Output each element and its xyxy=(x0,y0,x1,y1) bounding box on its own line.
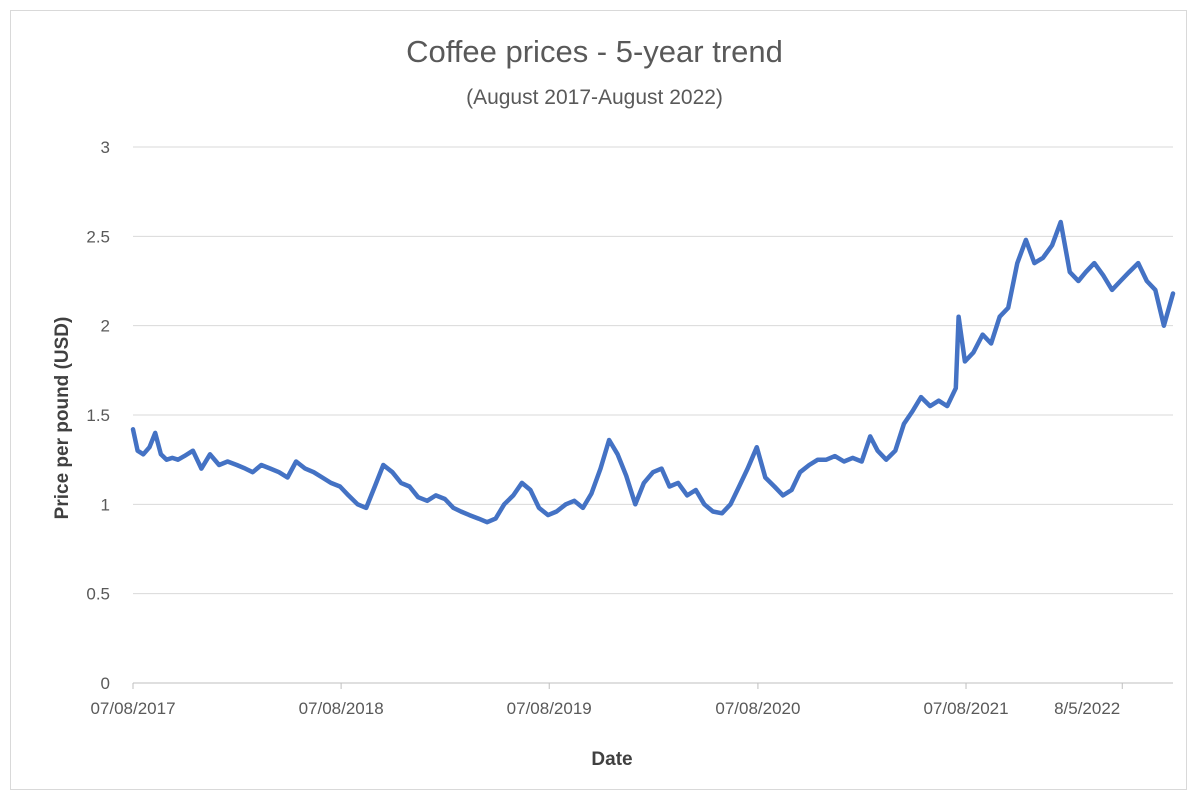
x-axis: 07/08/2017 07/08/2018 07/08/2019 07/08/2020… xyxy=(90,682,1173,718)
y-tick-label: 0 xyxy=(101,674,110,693)
y-axis-tick-labels: 0 0.5 1 1.5 2 2.5 3 xyxy=(86,138,110,693)
gridlines xyxy=(133,146,1173,595)
y-axis-title: Price per pound (USD) xyxy=(52,317,73,520)
price-series-line xyxy=(130,219,1176,525)
y-tick-label: 2.5 xyxy=(86,227,110,246)
x-tick-label: 07/08/2020 xyxy=(715,699,800,718)
y-tick-label: 0.5 xyxy=(86,585,110,604)
x-tick-label: 07/08/2021 xyxy=(923,699,1008,718)
series-layer xyxy=(130,219,1176,525)
y-tick-label: 2 xyxy=(101,317,110,336)
chart-subtitle: (August 2017-August 2022) xyxy=(466,86,723,109)
chart-frame xyxy=(10,10,1187,790)
y-tick-label: 3 xyxy=(101,138,110,157)
x-tick-label: 07/08/2017 xyxy=(90,699,175,718)
x-tick-label: 8/5/2022 xyxy=(1054,699,1120,718)
x-tick-label: 07/08/2018 xyxy=(299,699,384,718)
y-tick-label: 1.5 xyxy=(86,406,110,425)
x-axis-title: Date xyxy=(591,749,632,770)
chart-title: Coffee prices - 5-year trend xyxy=(406,34,783,69)
x-tick-label: 07/08/2019 xyxy=(507,699,592,718)
y-tick-label: 1 xyxy=(101,495,110,514)
